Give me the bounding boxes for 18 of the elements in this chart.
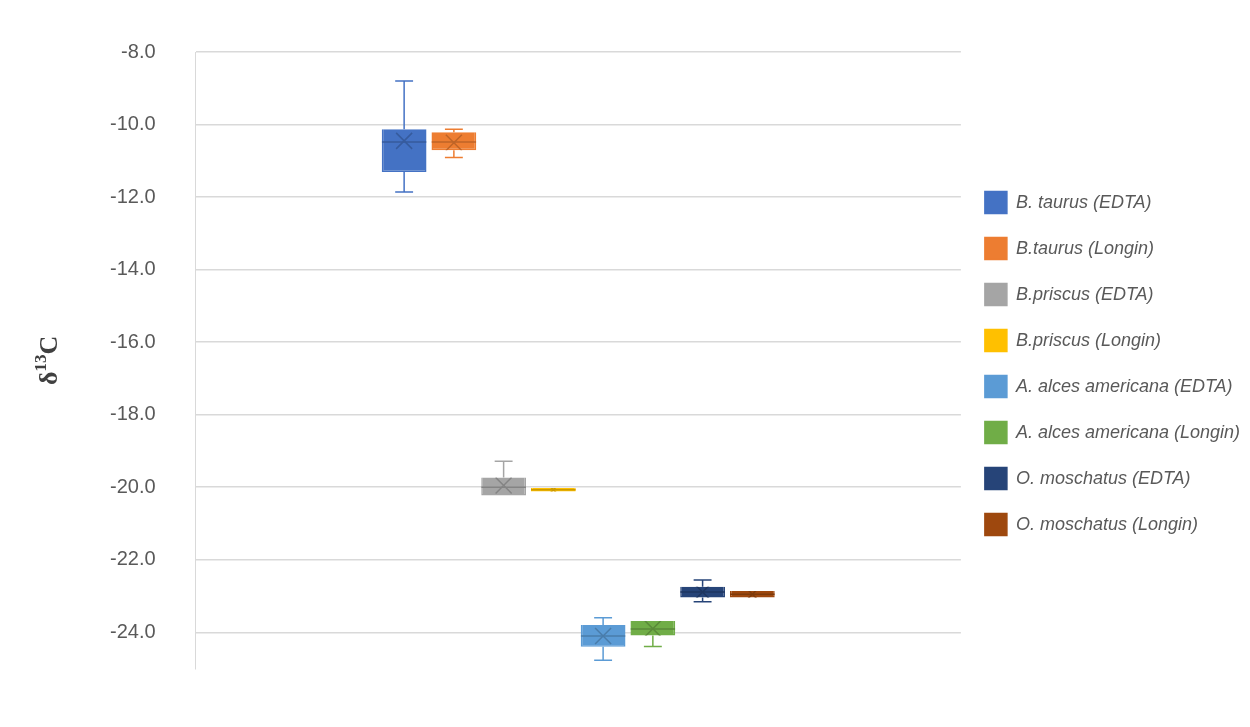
legend-label: A. alces americana (EDTA) — [1014, 375, 1233, 396]
legend-label: B.priscus (Longin) — [1015, 329, 1161, 350]
y-axis-title: δ13C — [31, 335, 63, 385]
legend-label: B.priscus (EDTA) — [1015, 283, 1154, 304]
y-tick-label: -18.0 — [109, 402, 156, 425]
y-tick-label: -14.0 — [109, 257, 156, 280]
y-tick-label: -12.0 — [109, 184, 156, 207]
y-tick-label: -20.0 — [109, 474, 156, 497]
y-tick-label: -16.0 — [109, 329, 156, 352]
y-tick-label: -24.0 — [109, 619, 156, 642]
legend-label: O. moschatus (Longin) — [1015, 513, 1198, 534]
legend-label: O. moschatus (EDTA) — [1015, 467, 1191, 488]
y-tick-label: -22.0 — [109, 547, 156, 570]
y-tick-label: -8.0 — [121, 39, 156, 62]
legend-label: A. alces americana (Longin) — [1014, 421, 1241, 442]
legend-label: B.taurus (Longin) — [1015, 237, 1154, 258]
legend-label: B. taurus (EDTA) — [1015, 191, 1152, 212]
y-tick-label: -10.0 — [109, 112, 156, 135]
